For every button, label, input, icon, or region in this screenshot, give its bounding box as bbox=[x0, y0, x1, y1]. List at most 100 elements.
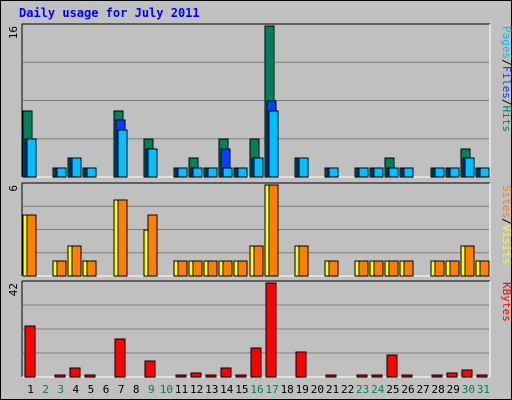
bar-sites-day-24 bbox=[373, 260, 384, 277]
bar-kbytes-day-7 bbox=[114, 338, 126, 378]
x-tick-label-day-22: 22 bbox=[341, 383, 354, 396]
x-tick-label-day-30: 30 bbox=[462, 383, 475, 396]
bar-pages-day-17 bbox=[268, 110, 279, 178]
bar-sites-day-16 bbox=[253, 245, 264, 277]
bar-kbytes-day-13 bbox=[205, 374, 217, 378]
panel-sites-visits-ymax-label: 6 bbox=[7, 185, 20, 192]
bar-kbytes-day-31 bbox=[476, 374, 488, 378]
bar-sites-day-19 bbox=[298, 245, 309, 277]
bar-kbytes-day-5 bbox=[84, 374, 96, 378]
bar-kbytes-day-1 bbox=[24, 325, 36, 378]
bar-sites-day-9 bbox=[147, 214, 158, 277]
x-tick-label-day-11: 11 bbox=[175, 383, 188, 396]
bar-kbytes-day-30 bbox=[461, 369, 473, 378]
panel-kbytes-ymax-label: 42 bbox=[7, 283, 20, 296]
bar-kbytes-day-19 bbox=[295, 351, 307, 378]
x-tick-label-day-27: 27 bbox=[416, 383, 429, 396]
legend-entry-pages: Pages bbox=[500, 26, 512, 59]
bar-pages-day-26 bbox=[403, 167, 414, 178]
x-tick-label-day-16: 16 bbox=[250, 383, 263, 396]
bar-kbytes-day-15 bbox=[235, 374, 247, 378]
bar-kbytes-day-24 bbox=[371, 374, 383, 378]
bar-pages-day-7 bbox=[117, 129, 128, 178]
bar-sites-day-30 bbox=[464, 245, 475, 277]
legend-entry-slash: / bbox=[500, 218, 512, 225]
bar-sites-day-14 bbox=[222, 260, 233, 277]
bar-kbytes-day-29 bbox=[446, 372, 458, 378]
x-tick-label-day-2: 2 bbox=[42, 383, 49, 396]
x-tick-label-day-7: 7 bbox=[118, 383, 125, 396]
bar-pages-day-29 bbox=[449, 167, 460, 178]
bar-kbytes-day-28 bbox=[431, 374, 443, 378]
bar-pages-day-9 bbox=[147, 148, 158, 178]
bar-sites-day-7 bbox=[117, 199, 128, 277]
bar-sites-day-4 bbox=[71, 245, 82, 277]
x-tick-label-day-5: 5 bbox=[88, 383, 95, 396]
bar-pages-day-30 bbox=[464, 157, 475, 178]
bar-pages-day-1 bbox=[26, 138, 37, 178]
x-tick-label-day-18: 18 bbox=[281, 383, 294, 396]
bar-kbytes-day-9 bbox=[144, 360, 156, 378]
x-tick-label-day-20: 20 bbox=[311, 383, 324, 396]
x-tick-label-day-4: 4 bbox=[73, 383, 80, 396]
bar-pages-day-24 bbox=[373, 167, 384, 178]
legend-entry-files: Files bbox=[500, 66, 512, 99]
x-tick-label-day-13: 13 bbox=[205, 383, 218, 396]
bar-kbytes-day-12 bbox=[190, 372, 202, 378]
legend-entry-hits: Hits bbox=[500, 106, 512, 133]
bar-kbytes-day-3 bbox=[54, 374, 66, 378]
bar-sites-day-23 bbox=[358, 260, 369, 277]
bar-pages-day-16 bbox=[253, 157, 264, 178]
bar-pages-day-5 bbox=[86, 167, 97, 178]
legend-entry-sites: Sites bbox=[500, 185, 512, 218]
x-tick-label-day-31: 31 bbox=[477, 383, 490, 396]
x-tick-label-day-9: 9 bbox=[148, 383, 155, 396]
panel-kbytes-legend: KBytes bbox=[500, 282, 512, 322]
bar-sites-day-3 bbox=[56, 260, 67, 277]
bar-sites-day-31 bbox=[479, 260, 490, 277]
bar-pages-day-3 bbox=[56, 167, 67, 178]
x-tick-label-day-6: 6 bbox=[103, 383, 110, 396]
chart-title: Daily usage for July 2011 bbox=[19, 6, 200, 20]
bar-kbytes-day-26 bbox=[401, 374, 413, 378]
panel-hits-files-pages-ymax-label: 16 bbox=[7, 26, 20, 39]
x-tick-label-day-26: 26 bbox=[401, 383, 414, 396]
x-tick-label-day-10: 10 bbox=[160, 383, 173, 396]
legend-entry-kbytes: KBytes bbox=[500, 282, 512, 322]
bar-sites-day-21 bbox=[328, 260, 339, 277]
x-tick-label-day-15: 15 bbox=[235, 383, 248, 396]
bar-pages-day-25 bbox=[388, 167, 399, 178]
x-tick-label-day-23: 23 bbox=[356, 383, 369, 396]
legend-entry-slash: / bbox=[500, 99, 512, 106]
bar-kbytes-day-23 bbox=[356, 374, 368, 378]
bar-pages-day-28 bbox=[434, 167, 445, 178]
bar-sites-day-26 bbox=[403, 260, 414, 277]
bar-pages-day-21 bbox=[328, 167, 339, 178]
bar-pages-day-15 bbox=[237, 167, 248, 178]
x-tick-label-day-1: 1 bbox=[27, 383, 34, 396]
bar-pages-day-11 bbox=[177, 167, 188, 178]
bar-kbytes-day-25 bbox=[386, 354, 398, 378]
bar-pages-day-19 bbox=[298, 157, 309, 178]
legend-entry-visits: Visits bbox=[500, 225, 512, 265]
bar-sites-day-15 bbox=[237, 260, 248, 277]
x-tick-label-day-21: 21 bbox=[326, 383, 339, 396]
x-tick-label-day-28: 28 bbox=[432, 383, 445, 396]
x-tick-label-day-24: 24 bbox=[371, 383, 385, 396]
x-tick-label-day-8: 8 bbox=[133, 383, 140, 396]
panel-sites-visits-legend: Sites/Visits bbox=[500, 185, 512, 265]
bar-sites-day-5 bbox=[86, 260, 97, 277]
bar-pages-day-23 bbox=[358, 167, 369, 178]
bar-sites-day-29 bbox=[449, 260, 460, 277]
bar-pages-day-13 bbox=[207, 167, 218, 178]
x-tick-label-day-3: 3 bbox=[57, 383, 64, 396]
bar-kbytes-day-17 bbox=[265, 282, 277, 378]
bar-kbytes-day-11 bbox=[175, 374, 187, 378]
bar-kbytes-day-16 bbox=[250, 347, 262, 378]
bar-pages-day-31 bbox=[479, 167, 490, 178]
x-tick-label-day-12: 12 bbox=[190, 383, 203, 396]
bar-sites-day-25 bbox=[388, 260, 399, 277]
panel-hits-files-pages-legend: Pages/Files/Hits bbox=[500, 26, 512, 132]
bar-kbytes-day-21 bbox=[325, 374, 337, 378]
bar-sites-day-1 bbox=[26, 214, 37, 277]
